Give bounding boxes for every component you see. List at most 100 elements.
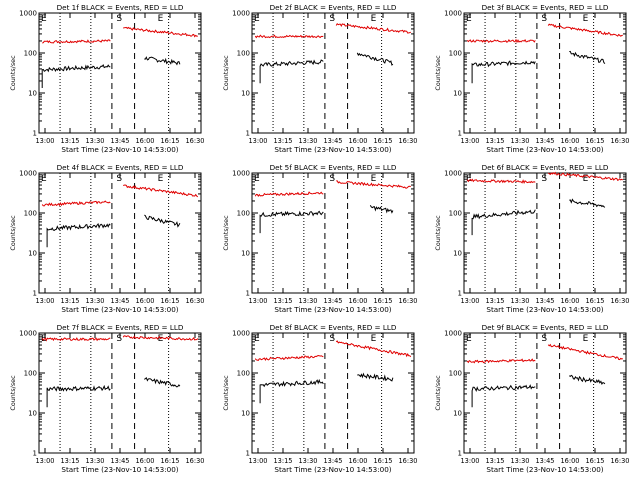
- y-tick-label: 100: [24, 370, 37, 378]
- segment-marker-label: S: [329, 174, 335, 184]
- x-tick-label: 13:30: [85, 297, 104, 305]
- x-tick-label: 13:15: [485, 137, 504, 145]
- events-series-line: [356, 52, 394, 66]
- y-axis-label: Counts/sec: [9, 215, 17, 251]
- x-tick-label: 16:00: [135, 457, 154, 465]
- events-series-line: [46, 384, 111, 408]
- plot-frame: [38, 332, 202, 454]
- segment-marker-label: S: [116, 334, 122, 344]
- segment-marker-label: E: [583, 334, 589, 344]
- x-tick-label: 13:00: [460, 297, 479, 305]
- events-series-line: [259, 378, 324, 404]
- detector-panel: Det 5f BLACK = Events, RED = LLD E S E 1 10 10…: [222, 163, 418, 314]
- y-tick-label: 1000: [444, 170, 462, 178]
- events-series-line: [569, 50, 606, 64]
- events-series-line: [144, 56, 181, 66]
- y-tick-label: 1: [246, 290, 250, 298]
- y-tick-label: 1: [458, 450, 462, 458]
- x-tick-label: 13:30: [510, 457, 529, 465]
- y-tick-label: 100: [237, 370, 250, 378]
- y-tick-label: 1000: [232, 170, 250, 178]
- x-tick-label: 16:30: [398, 457, 417, 465]
- x-tick-label: 16:30: [398, 297, 417, 305]
- plot-frame: [251, 172, 415, 294]
- y-tick-label: 1: [33, 290, 37, 298]
- y-tick-label: 1000: [232, 330, 250, 338]
- x-tick-label: 13:00: [460, 137, 479, 145]
- panel-title: Det 3f BLACK = Events, RED = LLD: [482, 3, 609, 12]
- panel-title: Det 9f BLACK = Events, RED = LLD: [482, 323, 609, 332]
- x-tick-label: 13:15: [485, 297, 504, 305]
- plot-frame: [38, 12, 202, 134]
- events-series-line: [471, 60, 536, 84]
- lld-series-line: [335, 340, 412, 358]
- events-series-line: [569, 198, 606, 208]
- x-axis-label: Start Time (23-Nov-10 14:53:00): [486, 465, 603, 474]
- x-tick-label: 13:00: [248, 137, 267, 145]
- x-tick-label: 16:15: [585, 457, 604, 465]
- x-tick-label: 13:00: [248, 457, 267, 465]
- y-tick-label: 10: [241, 90, 250, 98]
- x-axis-label: Start Time (23-Nov-10 14:53:00): [486, 145, 603, 154]
- y-tick-label: 100: [237, 210, 250, 218]
- lld-series-line: [547, 343, 623, 361]
- y-tick-label: 1: [33, 450, 37, 458]
- x-tick-label: 16:00: [135, 297, 154, 305]
- detector-panel: Det 2f BLACK = Events, RED = LLD E S E 1 10 10…: [222, 3, 418, 154]
- panel-title: Det 7f BLACK = Events, RED = LLD: [57, 323, 184, 332]
- events-series-line: [259, 210, 324, 234]
- events-series-line: [471, 209, 536, 236]
- y-tick-label: 100: [24, 210, 37, 218]
- x-tick-label: 13:30: [298, 137, 317, 145]
- x-tick-label: 16:30: [185, 457, 204, 465]
- segment-marker-label: S: [116, 14, 122, 24]
- segment-marker-label: E: [254, 174, 260, 184]
- x-tick-label: 13:45: [110, 457, 129, 465]
- lld-series-line: [466, 178, 536, 184]
- lld-series-line: [466, 358, 536, 364]
- panel-title: Det 5f BLACK = Events, RED = LLD: [270, 163, 397, 172]
- x-tick-label: 13:15: [273, 457, 292, 465]
- y-axis-label: Counts/sec: [434, 55, 442, 91]
- lld-series-line: [336, 180, 411, 189]
- x-axis-label: Start Time (23-Nov-10 14:53:00): [486, 305, 603, 314]
- x-tick-label: 13:30: [85, 457, 104, 465]
- x-tick-label: 16:15: [160, 457, 179, 465]
- x-tick-label: 13:30: [85, 137, 104, 145]
- segment-marker-label: E: [41, 14, 47, 24]
- segment-marker-label: S: [329, 334, 335, 344]
- panel-title: Det 6f BLACK = Events, RED = LLD: [482, 163, 609, 172]
- y-tick-label: 1: [33, 130, 37, 138]
- segment-marker-label: E: [466, 174, 472, 184]
- y-tick-label: 1: [458, 290, 462, 298]
- lld-series-line: [254, 354, 324, 362]
- events-series-line: [41, 63, 111, 88]
- segment-marker-label: S: [541, 334, 547, 344]
- lld-series-line: [42, 39, 111, 44]
- x-tick-label: 16:00: [135, 137, 154, 145]
- x-axis-label: Start Time (23-Nov-10 14:53:00): [61, 465, 178, 474]
- x-tick-label: 13:00: [460, 457, 479, 465]
- x-tick-label: 16:30: [185, 297, 204, 305]
- x-tick-label: 16:15: [373, 297, 392, 305]
- events-series-line: [144, 214, 181, 228]
- segment-marker-label: E: [254, 14, 260, 24]
- x-tick-label: 16:15: [585, 297, 604, 305]
- x-tick-label: 13:00: [35, 297, 54, 305]
- x-axis-label: Start Time (23-Nov-10 14:53:00): [274, 465, 391, 474]
- segment-marker-label: E: [466, 14, 472, 24]
- panel-title: Det 1f BLACK = Events, RED = LLD: [57, 3, 184, 12]
- lld-series-line: [547, 23, 623, 37]
- x-tick-label: 13:45: [535, 297, 554, 305]
- x-tick-label: 13:30: [510, 137, 529, 145]
- y-tick-label: 10: [453, 410, 462, 418]
- y-tick-label: 10: [241, 410, 250, 418]
- x-tick-label: 13:45: [110, 137, 129, 145]
- segment-marker-label: E: [158, 14, 164, 24]
- y-axis-label: Counts/sec: [9, 55, 17, 91]
- segment-marker-label: E: [371, 14, 377, 24]
- x-tick-label: 16:00: [560, 297, 579, 305]
- y-tick-label: 10: [453, 250, 462, 258]
- y-tick-label: 10: [453, 90, 462, 98]
- y-tick-label: 1000: [444, 330, 462, 338]
